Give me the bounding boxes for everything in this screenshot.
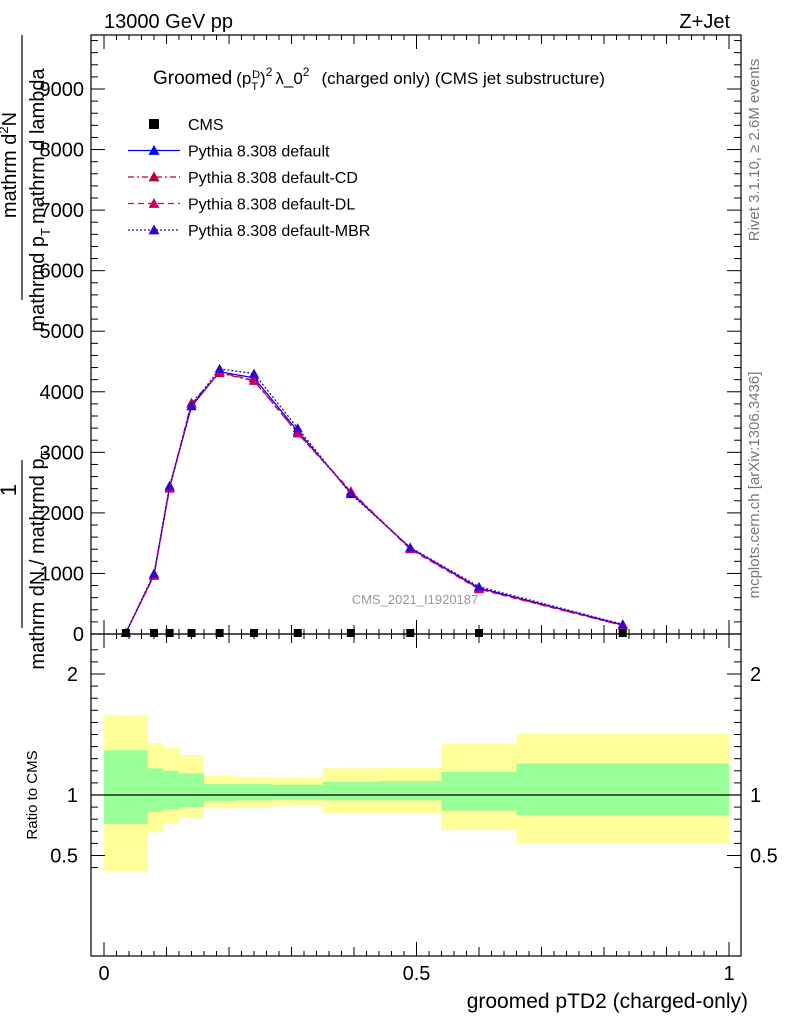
ratio-inner-band <box>104 750 148 825</box>
y-tick-label: 5000 <box>40 321 85 343</box>
ratio-y-tick-label: 0.5 <box>50 846 78 868</box>
cms-point <box>121 629 130 637</box>
legend-marker-triangle <box>148 145 160 155</box>
ratio-inner-band <box>179 773 204 808</box>
legend: CMS Pythia 8.308 default Pythia 8.308 defa… <box>128 117 370 240</box>
y-tick-label: 4000 <box>40 382 85 404</box>
legend-label: Pythia 8.308 default-MBR <box>188 223 370 240</box>
series-point <box>405 542 416 552</box>
ratio-y-tick-label-right: 0.5 <box>750 846 778 868</box>
legend-item: Pythia 8.308 default-DL <box>128 197 355 214</box>
series-point <box>249 368 259 378</box>
y-label-denominator-1: mathrm dN / mathrmd pT <box>27 450 53 669</box>
legend-item: Pythia 8.308 default <box>128 144 330 161</box>
legend-label: CMS <box>188 117 224 134</box>
ratio-inner-band <box>322 781 379 801</box>
main-y-label: 1 mathrm dN / mathrmd pT mathrm d2N math… <box>0 35 53 670</box>
series-line-dotted <box>125 368 623 634</box>
series-point <box>292 423 303 433</box>
legend-marker-triangle <box>148 198 160 208</box>
series-point <box>214 363 225 373</box>
legend-marker-triangle <box>148 171 160 182</box>
y-label-numerator-2: mathrm d2N <box>0 112 21 218</box>
y-tick-label: 6000 <box>40 261 85 283</box>
ratio-inner-band <box>163 770 179 810</box>
process-label: Z+Jet <box>679 11 730 33</box>
y-label-denominator-2: mathrmd pTmathrm d lambda <box>27 68 53 332</box>
legend-item: Pythia 8.308 default-CD <box>128 170 358 187</box>
cms-markers <box>121 629 627 637</box>
series-point <box>149 568 159 578</box>
mcplots-label: mcplots.cern.ch [arXiv:1306.3436] <box>746 372 763 599</box>
cms-point <box>346 629 355 637</box>
ratio-y-tick-label-right: 1 <box>750 785 761 807</box>
legend-marker-triangle <box>148 224 160 235</box>
legend-label: Pythia 8.308 default-DL <box>188 197 355 214</box>
y-label-numerator-1: 1 <box>0 484 21 496</box>
ratio-inner-band <box>441 772 517 811</box>
legend-marker-square <box>149 119 159 129</box>
legend-label: Pythia 8.308 default <box>188 144 330 161</box>
ratio-y-tick-label-right: 2 <box>750 664 761 686</box>
series-point <box>474 581 484 591</box>
analysis-watermark: CMS_2021_I1920187 <box>352 592 479 607</box>
legend-label: Pythia 8.308 default-CD <box>188 170 358 187</box>
series-point <box>617 619 628 629</box>
cms-point <box>293 629 302 637</box>
cms-point <box>618 629 627 637</box>
ratio-y-tick-label: 1 <box>67 785 78 807</box>
x-tick-label: 1 <box>723 963 734 985</box>
legend-item: Pythia 8.308 default-MBR <box>128 223 370 240</box>
ratio-inner-band <box>204 784 236 802</box>
y-tick-label: 3000 <box>40 442 85 464</box>
axes: 0 0.5 1 0 1000 2000 3000 4000 5000 6000 7000 8000 90… <box>40 34 778 985</box>
series-point <box>292 428 303 438</box>
ratio-inner-band <box>516 763 729 815</box>
series-point <box>164 480 175 490</box>
energy-label: 13000 GeV pp <box>104 11 233 33</box>
ratio-inner-band <box>272 784 323 800</box>
ratio-bands <box>104 715 729 872</box>
series-point <box>249 375 259 385</box>
ratio-y-label: Ratio to CMS <box>24 750 41 839</box>
plot-title: Groomed (pTD)2 λ_02 (charged only) (CMS jet… <box>153 65 605 93</box>
series-point <box>345 489 356 499</box>
ratio-y-tick-label: 2 <box>67 664 78 686</box>
y-tick-label: 7000 <box>40 200 85 222</box>
y-tick-label: 8000 <box>40 140 85 162</box>
ratio-inner-band <box>147 768 164 812</box>
series-point <box>186 400 197 410</box>
legend-item: CMS <box>149 117 224 134</box>
ratio-inner-band <box>379 781 442 801</box>
rivet-label: Rivet 3.1.10, ≥ 2.6M events <box>746 59 763 242</box>
series-line-dashed <box>125 371 623 634</box>
x-tick-label: 0.5 <box>403 963 431 985</box>
y-tick-label: 0 <box>73 624 84 646</box>
x-axis-label: groomed pTD2 (charged-only) <box>467 990 748 1013</box>
cms-point <box>215 629 224 637</box>
y-tick-label: 1000 <box>40 563 85 585</box>
y-tick-label: 9000 <box>40 79 85 101</box>
main-series <box>120 363 628 637</box>
x-tick-label: 0 <box>98 963 109 985</box>
ratio-inner-band <box>235 784 273 801</box>
cms-point <box>406 629 415 637</box>
cms-point <box>165 629 174 637</box>
y-tick-label: 2000 <box>40 503 85 525</box>
